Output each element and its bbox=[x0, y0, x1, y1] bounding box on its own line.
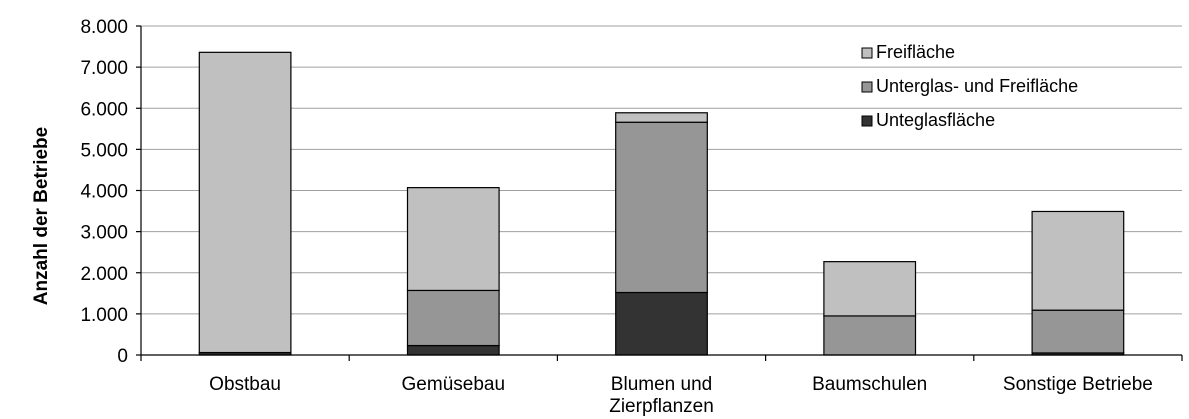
legend: Freifläche Unterglas- und Freifläche Unteg… bbox=[861, 42, 1078, 130]
y-tick-label: 4.000 bbox=[80, 182, 128, 203]
x-tick-label: Baumschulen bbox=[812, 374, 927, 395]
bar-segment bbox=[615, 291, 708, 356]
x-tick-labels: Obstbau Gemüsebau Blumen und Zierpflanzen Ba… bbox=[209, 374, 1153, 417]
x-tick-label: Gemüsebau bbox=[402, 374, 506, 395]
y-axis-title: Anzahl der Betriebe bbox=[31, 127, 52, 305]
legend-swatch bbox=[861, 81, 873, 93]
y-tick-label: 3.000 bbox=[80, 223, 128, 244]
bar-segment bbox=[406, 187, 500, 292]
y-tick-label: 2.000 bbox=[80, 264, 128, 285]
bar-segment bbox=[823, 315, 917, 356]
bar-stacks bbox=[198, 51, 1125, 356]
x-tick-label: Blumen und Zierpflanzen bbox=[609, 374, 714, 417]
y-tick-label: 0 bbox=[117, 346, 128, 367]
bar-segment bbox=[615, 121, 708, 294]
bar-segment bbox=[198, 51, 292, 354]
legend-swatch bbox=[861, 115, 873, 127]
y-tick-labels: 0 1.000 2.000 3.000 4.000 5.000 6.000 7.000 8.00… bbox=[80, 17, 128, 367]
bar-segment bbox=[406, 289, 500, 347]
bar-segment bbox=[615, 112, 708, 123]
y-tick-label: 1.000 bbox=[80, 305, 128, 326]
legend-label: Unterglas- und Freifläche bbox=[876, 76, 1078, 96]
y-tick-label: 5.000 bbox=[80, 140, 128, 161]
bar-segment bbox=[1031, 309, 1125, 354]
bar-segment bbox=[406, 344, 500, 356]
legend-swatch bbox=[861, 47, 873, 59]
y-tick-label: 6.000 bbox=[80, 99, 128, 120]
y-tick-label: 7.000 bbox=[80, 58, 128, 79]
y-tick-label: 8.000 bbox=[80, 17, 128, 38]
axes bbox=[136, 25, 1183, 361]
legend-label: Unteglasfläche bbox=[876, 110, 995, 130]
bar-segment bbox=[1031, 210, 1125, 311]
x-tick-label: Obstbau bbox=[209, 374, 281, 395]
bar-segment bbox=[823, 261, 917, 317]
legend-label: Freifläche bbox=[876, 42, 955, 62]
x-tick-label: Sonstige Betriebe bbox=[1003, 374, 1153, 395]
